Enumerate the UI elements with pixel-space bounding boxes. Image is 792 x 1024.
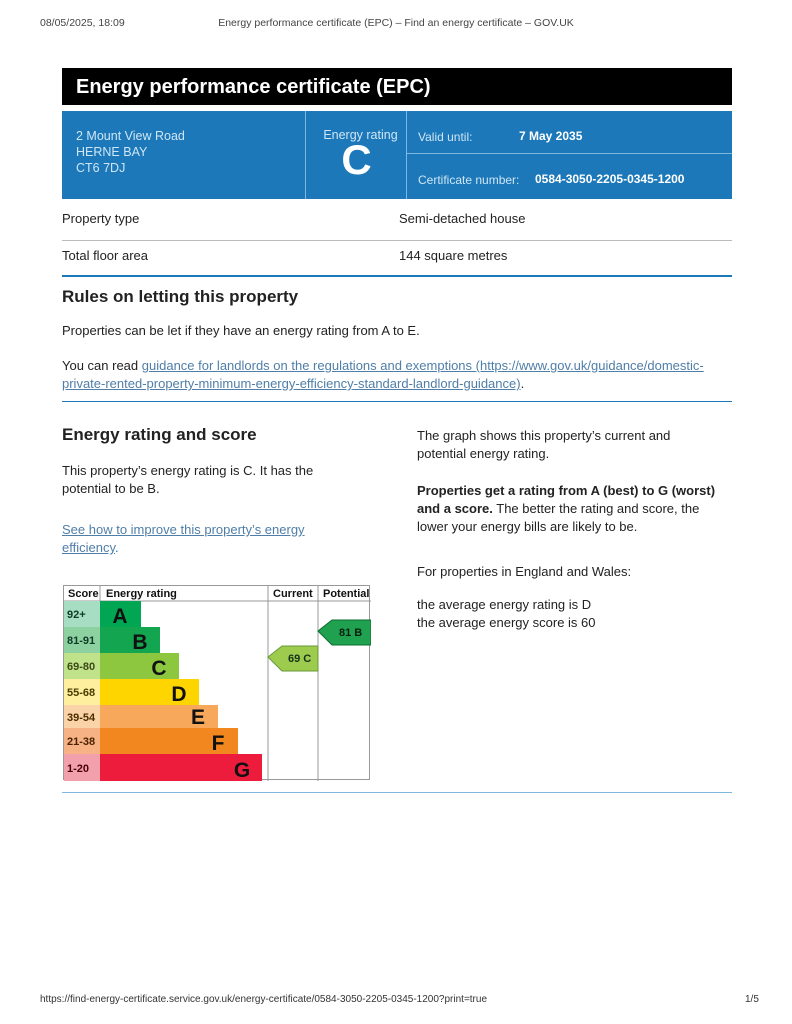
svg-text:81-91: 81-91 <box>67 635 95 647</box>
svg-text:69 C: 69 C <box>288 653 311 665</box>
svg-text:D: D <box>171 683 186 706</box>
svg-text:E: E <box>191 706 205 729</box>
svg-text:B: B <box>132 631 147 654</box>
svg-text:81 B: 81 B <box>339 627 362 639</box>
svg-text:69-80: 69-80 <box>67 661 95 673</box>
svg-text:A: A <box>112 605 127 628</box>
svg-text:G: G <box>234 759 250 781</box>
svg-text:F: F <box>212 732 225 755</box>
svg-text:1-20: 1-20 <box>67 763 89 775</box>
svg-text:Potential: Potential <box>323 588 369 600</box>
svg-text:Score: Score <box>68 588 99 600</box>
svg-text:92+: 92+ <box>67 609 86 621</box>
svg-text:Current: Current <box>273 588 313 600</box>
svg-text:39-54: 39-54 <box>67 712 96 724</box>
svg-text:Energy rating: Energy rating <box>106 588 177 600</box>
svg-text:21-38: 21-38 <box>67 736 95 748</box>
svg-text:C: C <box>151 657 166 680</box>
svg-text:55-68: 55-68 <box>67 687 95 699</box>
